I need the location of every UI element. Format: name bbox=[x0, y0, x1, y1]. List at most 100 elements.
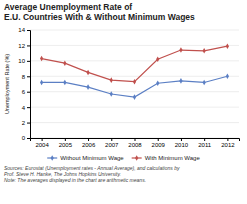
tick: 2007 bbox=[105, 138, 119, 148]
series-markers bbox=[40, 73, 229, 99]
tick: 2008 bbox=[128, 138, 142, 148]
series-line bbox=[42, 46, 228, 81]
annotation: Sources: Eurostat (Unemployment rates - … bbox=[4, 165, 180, 183]
marker bbox=[203, 48, 206, 54]
tick: 14 bbox=[18, 27, 30, 33]
marker bbox=[226, 43, 229, 49]
tick: 2005 bbox=[59, 138, 73, 148]
annotation-text: Note: The averages displayed in the char… bbox=[4, 177, 146, 183]
tick: 2012 bbox=[221, 138, 235, 148]
marker bbox=[40, 56, 43, 62]
tick-mark bbox=[204, 138, 205, 141]
legend: Without Minimum Wage With Minimum Wage bbox=[47, 155, 200, 161]
marker bbox=[156, 57, 159, 63]
tick-mark bbox=[27, 61, 30, 62]
title-group: Average Unemployment Rate ofE.U. Countri… bbox=[4, 2, 195, 22]
marker bbox=[179, 78, 182, 84]
marker bbox=[133, 94, 136, 100]
tick: 2011 bbox=[198, 138, 212, 148]
plot-area bbox=[40, 43, 229, 99]
marker bbox=[203, 80, 206, 86]
tick-mark bbox=[27, 30, 30, 31]
tick-label: 2010 bbox=[175, 142, 189, 148]
tick-label: 14 bbox=[18, 27, 25, 33]
marker bbox=[86, 70, 89, 76]
tick-mark bbox=[27, 107, 30, 108]
marker bbox=[63, 60, 66, 66]
tick-label: 2011 bbox=[198, 142, 212, 148]
y-grid bbox=[30, 30, 239, 138]
legend-marker bbox=[51, 155, 54, 161]
tick: 8 bbox=[22, 74, 30, 80]
y-axis-label: Unemployment Rate (%) bbox=[4, 54, 10, 114]
tick: 2010 bbox=[175, 138, 189, 148]
grid-line bbox=[30, 76, 239, 77]
tick: 2004 bbox=[35, 138, 49, 148]
tick-mark bbox=[42, 138, 43, 141]
grid-line bbox=[30, 30, 239, 31]
legend-item: Without Minimum Wage bbox=[47, 155, 124, 161]
tick-mark bbox=[135, 138, 136, 141]
legend-label: With Minimum Wage bbox=[145, 155, 201, 161]
grid-line bbox=[30, 45, 239, 46]
tick-label: 2005 bbox=[59, 142, 73, 148]
axis-line bbox=[27, 31, 31, 139]
marker bbox=[226, 73, 229, 79]
marker bbox=[110, 77, 113, 83]
series-line bbox=[42, 76, 228, 97]
tick-label: 8 bbox=[22, 74, 26, 80]
y-axis: 0 2 4 6 8 10 12 14 bbox=[18, 27, 30, 141]
axis-line bbox=[31, 139, 240, 142]
series-markers bbox=[40, 43, 229, 84]
tick-label: 10 bbox=[18, 58, 25, 64]
tick-label: 2012 bbox=[221, 142, 235, 148]
tick-label: 2004 bbox=[35, 142, 49, 148]
x-axis: 2004 2005 2006 2007 2008 2009 2010 2011 2012 bbox=[31, 138, 240, 148]
tick: 6 bbox=[22, 89, 30, 95]
tick-mark bbox=[27, 45, 30, 46]
tick: 0 bbox=[22, 135, 30, 141]
legend-label: Without Minimum Wage bbox=[60, 155, 124, 161]
marker bbox=[156, 80, 159, 86]
marker bbox=[86, 84, 89, 90]
marker bbox=[63, 80, 66, 86]
tick-mark bbox=[27, 92, 30, 93]
tick-label: 2008 bbox=[128, 142, 142, 148]
tick: 2009 bbox=[152, 138, 166, 148]
tick-mark bbox=[27, 138, 30, 139]
tick: 4 bbox=[22, 105, 30, 111]
tick-label: 2007 bbox=[105, 142, 119, 148]
tick-mark bbox=[181, 138, 182, 141]
tick: 10 bbox=[18, 58, 30, 64]
tick-mark bbox=[227, 138, 228, 141]
tick-mark bbox=[158, 138, 159, 141]
tick-label: 2006 bbox=[82, 142, 96, 148]
tick: 12 bbox=[18, 43, 30, 49]
marker bbox=[40, 80, 43, 86]
grid-line bbox=[30, 122, 239, 123]
tick-label: 12 bbox=[18, 43, 25, 49]
marker bbox=[133, 79, 136, 85]
tick: 2 bbox=[22, 120, 30, 126]
tick: 2006 bbox=[82, 138, 96, 148]
tick-label: 2 bbox=[22, 120, 26, 126]
tick-label: 2009 bbox=[152, 142, 166, 148]
tick-mark bbox=[27, 123, 30, 124]
grid-line bbox=[30, 91, 239, 92]
tick-mark bbox=[65, 138, 66, 141]
tick-label: 0 bbox=[22, 135, 26, 141]
grid-line bbox=[30, 60, 239, 61]
legend-marker bbox=[135, 155, 138, 161]
marker bbox=[179, 47, 182, 53]
tick-label: 6 bbox=[22, 89, 26, 95]
tick-mark bbox=[27, 76, 30, 77]
chart: Average Unemployment Rate ofE.U. Countri… bbox=[0, 0, 247, 204]
legend-item: With Minimum Wage bbox=[132, 155, 201, 161]
tick-mark bbox=[88, 138, 89, 141]
title: E.U. Countries With & Without Minimum Wa… bbox=[4, 12, 195, 22]
tick-label: 4 bbox=[22, 105, 26, 111]
title: Average Unemployment Rate of bbox=[4, 2, 132, 12]
marker bbox=[110, 91, 113, 97]
tick-mark bbox=[111, 138, 112, 141]
grid-line bbox=[30, 107, 239, 108]
